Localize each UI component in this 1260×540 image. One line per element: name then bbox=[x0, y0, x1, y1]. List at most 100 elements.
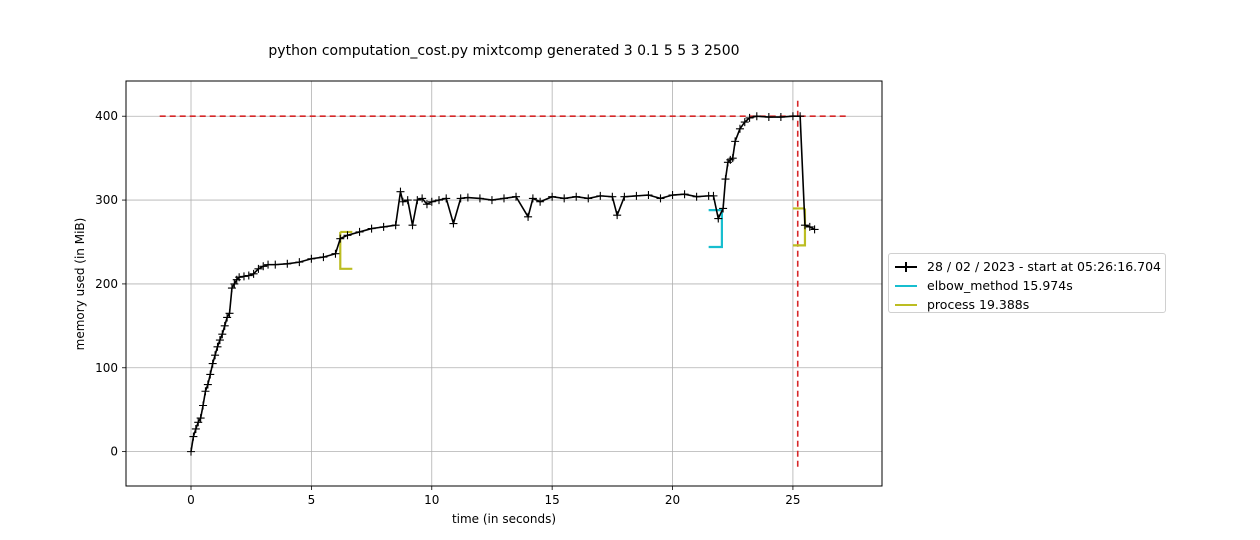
data-point bbox=[367, 224, 376, 233]
data-point bbox=[776, 113, 785, 122]
data-point bbox=[680, 190, 689, 199]
data-point bbox=[536, 197, 545, 206]
grid-lines bbox=[126, 81, 882, 486]
x-tick-label: 25 bbox=[785, 493, 800, 507]
legend-item-memory: 28 / 02 / 2023 - start at 05:26:16.704 bbox=[889, 257, 1165, 276]
data-point bbox=[194, 418, 203, 427]
data-point bbox=[206, 370, 215, 379]
data-point bbox=[396, 187, 405, 196]
data-point bbox=[721, 175, 730, 184]
x-axis-label: time (in seconds) bbox=[452, 512, 556, 526]
data-point bbox=[644, 191, 653, 200]
data-point bbox=[208, 359, 217, 368]
data-point bbox=[613, 211, 622, 220]
data-point bbox=[271, 260, 280, 269]
data-point bbox=[413, 196, 422, 205]
legend-label-elbow-method: elbow_method 15.974s bbox=[927, 278, 1073, 293]
data-point bbox=[740, 118, 749, 127]
data-point bbox=[735, 124, 744, 133]
data-point bbox=[805, 222, 814, 231]
function-brackets bbox=[339, 207, 807, 270]
data-point bbox=[449, 219, 458, 228]
data-point bbox=[475, 194, 484, 203]
data-point bbox=[225, 309, 234, 318]
data-point bbox=[199, 401, 208, 410]
data-point bbox=[456, 194, 465, 203]
legend-label-process: process 19.388s bbox=[927, 297, 1030, 312]
data-point bbox=[259, 262, 268, 271]
data-point bbox=[403, 196, 412, 205]
axis-ticks: 0 5 10 15 20 25 0 100 200 300 400 bbox=[95, 109, 800, 507]
data-point bbox=[196, 414, 205, 423]
x-tick-label: 5 bbox=[308, 493, 316, 507]
data-point bbox=[191, 424, 200, 433]
data-point bbox=[548, 192, 557, 201]
data-point bbox=[796, 112, 805, 121]
data-point bbox=[560, 194, 569, 203]
data-point bbox=[398, 197, 407, 206]
data-point bbox=[487, 196, 496, 205]
data-point bbox=[584, 194, 593, 203]
x-tick-label: 15 bbox=[545, 493, 560, 507]
data-point bbox=[731, 137, 740, 146]
data-point bbox=[220, 321, 229, 330]
data-point bbox=[235, 273, 244, 282]
data-point bbox=[408, 221, 417, 230]
data-point bbox=[283, 259, 292, 268]
data-point bbox=[632, 191, 641, 200]
data-point bbox=[343, 231, 352, 240]
data-point bbox=[764, 113, 773, 122]
data-point bbox=[201, 387, 210, 396]
bracket-process bbox=[339, 230, 353, 270]
data-point bbox=[418, 194, 427, 203]
data-point bbox=[213, 342, 222, 351]
data-point bbox=[512, 192, 521, 201]
data-point bbox=[295, 258, 304, 267]
data-point bbox=[227, 284, 236, 293]
data-point bbox=[230, 279, 239, 288]
legend: 28 / 02 / 2023 - start at 05:26:16.704 e… bbox=[888, 253, 1166, 313]
data-point bbox=[249, 269, 258, 278]
data-point bbox=[203, 380, 212, 389]
bracket-process bbox=[792, 207, 807, 247]
data-point bbox=[728, 154, 737, 163]
reference-lines bbox=[159, 99, 846, 467]
legend-item-elbow-method: elbow_method 15.974s bbox=[889, 276, 1165, 295]
data-point bbox=[709, 191, 718, 200]
y-tick-label: 300 bbox=[95, 193, 118, 207]
chart-title: python computation_cost.py mixtcomp gene… bbox=[268, 43, 739, 59]
data-point bbox=[211, 351, 220, 360]
data-point bbox=[379, 222, 388, 231]
data-point bbox=[463, 193, 472, 202]
x-tick-label: 0 bbox=[187, 493, 195, 507]
data-point bbox=[719, 204, 728, 213]
data-point bbox=[608, 192, 617, 201]
data-point bbox=[714, 214, 723, 223]
x-tick-label: 20 bbox=[665, 493, 680, 507]
legend-item-process: process 19.388s bbox=[889, 295, 1165, 314]
y-tick-label: 0 bbox=[110, 445, 118, 459]
data-point bbox=[264, 260, 273, 269]
data-point bbox=[223, 313, 232, 322]
data-point bbox=[656, 194, 665, 203]
data-point bbox=[215, 336, 224, 345]
x-tick-label: 10 bbox=[424, 493, 439, 507]
data-point bbox=[528, 194, 537, 203]
y-tick-label: 400 bbox=[95, 109, 118, 123]
data-point bbox=[596, 191, 605, 200]
y-tick-label: 200 bbox=[95, 277, 118, 291]
data-point bbox=[239, 272, 248, 281]
data-point bbox=[422, 200, 431, 209]
data-point bbox=[336, 234, 345, 243]
data-point bbox=[752, 112, 761, 121]
data-point bbox=[572, 192, 581, 201]
data-point bbox=[427, 197, 436, 206]
legend-swatch-memory bbox=[895, 261, 917, 272]
data-point bbox=[218, 330, 227, 339]
data-point bbox=[800, 221, 809, 230]
y-axis-label: memory used (in MiB) bbox=[73, 218, 87, 351]
bracket-elbow-method bbox=[708, 209, 723, 249]
data-point bbox=[244, 271, 253, 280]
data-point bbox=[391, 221, 400, 230]
data-point bbox=[620, 192, 629, 201]
